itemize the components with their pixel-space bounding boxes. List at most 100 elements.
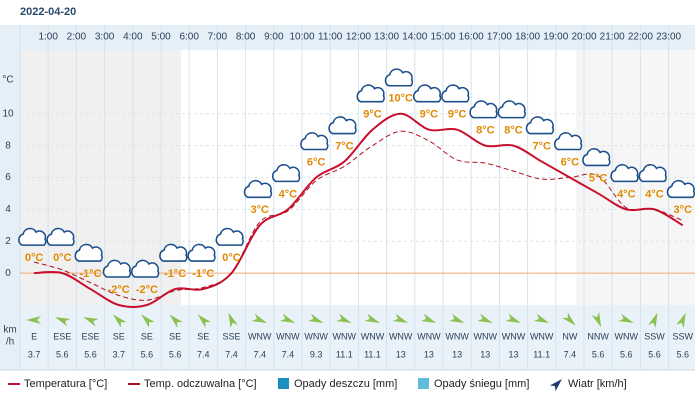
temperature-label: 4°C xyxy=(645,188,664,200)
wind-direction: ESE xyxy=(81,331,99,341)
weather-icon xyxy=(328,116,357,135)
wind-direction: WNW xyxy=(474,331,498,341)
hour-label: 8:00 xyxy=(236,32,256,43)
wind-direction: WNW xyxy=(389,331,413,341)
hour-label: 20:00 xyxy=(571,32,596,43)
legend-arrow xyxy=(549,379,562,392)
cloud xyxy=(159,243,188,262)
wind-speed: 7.4 xyxy=(253,349,266,359)
temperature-line xyxy=(34,112,684,308)
wind-direction: WNW xyxy=(304,331,328,341)
weather-icon xyxy=(300,132,329,151)
wind-arrow xyxy=(26,316,42,324)
weather-icon xyxy=(497,100,526,119)
weather-icon xyxy=(74,243,103,262)
weather-icon xyxy=(412,84,442,103)
wind-speed: 11.1 xyxy=(533,349,550,359)
wind-arrow xyxy=(279,313,296,324)
cloud xyxy=(638,164,667,183)
cloud xyxy=(74,243,103,262)
wind-unit: km xyxy=(3,325,16,336)
hour-label: 16:00 xyxy=(459,32,484,43)
wind-arrow xyxy=(562,312,576,326)
temperature-label: 0°C xyxy=(222,252,241,264)
wind-unit: /h xyxy=(6,337,14,348)
cloud xyxy=(187,243,216,262)
cloud xyxy=(582,148,611,167)
temperature-label: -2°C xyxy=(108,284,130,296)
wind-arrow xyxy=(533,313,550,324)
wind-direction: WNW xyxy=(361,331,385,341)
hour-label: 1:00 xyxy=(38,32,58,43)
wind-speed: 3.7 xyxy=(112,349,125,359)
hour-label: 3:00 xyxy=(95,32,115,43)
hour-label: 22:00 xyxy=(628,32,653,43)
wind-arrow xyxy=(676,312,686,328)
weather-icon xyxy=(130,259,160,278)
weather-icon xyxy=(525,116,555,135)
wind-direction: ESE xyxy=(53,331,71,341)
hour-label: 12:00 xyxy=(346,32,371,43)
hour-label: 18:00 xyxy=(515,32,540,43)
wind-direction: SSW xyxy=(644,331,665,341)
wind-arrow xyxy=(364,313,380,324)
hour-label: 21:00 xyxy=(600,32,625,43)
temperature-label: 6°C xyxy=(561,156,580,168)
wind-speed: 7.4 xyxy=(282,349,295,359)
weather-icon xyxy=(102,259,132,278)
wind-speed: 5.6 xyxy=(676,349,689,359)
wind-direction: WNW xyxy=(248,331,272,341)
wind-arrow xyxy=(169,314,183,328)
wind-speed: 5.6 xyxy=(56,349,69,359)
weather-icon xyxy=(243,179,273,199)
legend-label: Opady deszczu [mm] xyxy=(294,378,397,390)
y-tick-label: 0 xyxy=(5,268,11,279)
legend-swatch xyxy=(278,378,289,389)
wind-arrow xyxy=(505,313,521,324)
wind-direction: WNW xyxy=(333,331,357,341)
cloud xyxy=(384,68,414,87)
wind-arrow xyxy=(420,313,437,324)
wind-speed: 13 xyxy=(424,349,434,359)
wind-direction: WNW xyxy=(445,331,469,341)
wind-speed: 13 xyxy=(508,349,518,359)
weather-icon xyxy=(215,227,244,246)
weather-icon xyxy=(610,164,639,183)
temperature-label: 6°C xyxy=(307,156,326,168)
cloud xyxy=(525,116,555,135)
temperature-label: 9°C xyxy=(363,109,382,121)
wind-arrow xyxy=(83,316,99,327)
wind-direction: WNW xyxy=(530,331,554,341)
temperature-label: 3°C xyxy=(673,204,692,216)
legend-label: Opady śniegu [mm] xyxy=(434,378,529,390)
wind-speed: 13 xyxy=(396,349,406,359)
hour-label: 7:00 xyxy=(208,32,228,43)
wind-speed: 9.3 xyxy=(310,349,323,359)
cloud xyxy=(46,227,75,246)
wind-direction: SSE xyxy=(222,331,240,341)
legend-label: Temperatura [°C] xyxy=(24,378,107,390)
cloud xyxy=(441,84,470,103)
temperature-label: 4°C xyxy=(617,188,636,200)
legend-label: Temp. odczuwalna [°C] xyxy=(144,378,257,390)
hour-label: 6:00 xyxy=(179,32,199,43)
wind-arrow xyxy=(477,313,493,324)
wind-arrow xyxy=(618,313,634,324)
weather-icon xyxy=(469,100,498,119)
temperature-label: 10°C xyxy=(388,93,413,105)
wind-direction: NW xyxy=(562,331,577,341)
cloud xyxy=(497,100,526,119)
wind-direction: SE xyxy=(113,331,125,341)
weather-icon xyxy=(553,132,583,151)
hour-label: 17:00 xyxy=(487,32,512,43)
wind-arrow xyxy=(54,316,71,327)
weather-icon xyxy=(384,68,414,87)
wind-arrow xyxy=(308,313,324,324)
wind-speed: 7.4 xyxy=(197,349,210,359)
hour-label: 23:00 xyxy=(656,32,681,43)
temperature-label: 9°C xyxy=(420,109,439,121)
weather-icon xyxy=(666,179,695,199)
hour-label: 10:00 xyxy=(289,32,314,43)
wind-speed: 5.6 xyxy=(592,349,605,359)
